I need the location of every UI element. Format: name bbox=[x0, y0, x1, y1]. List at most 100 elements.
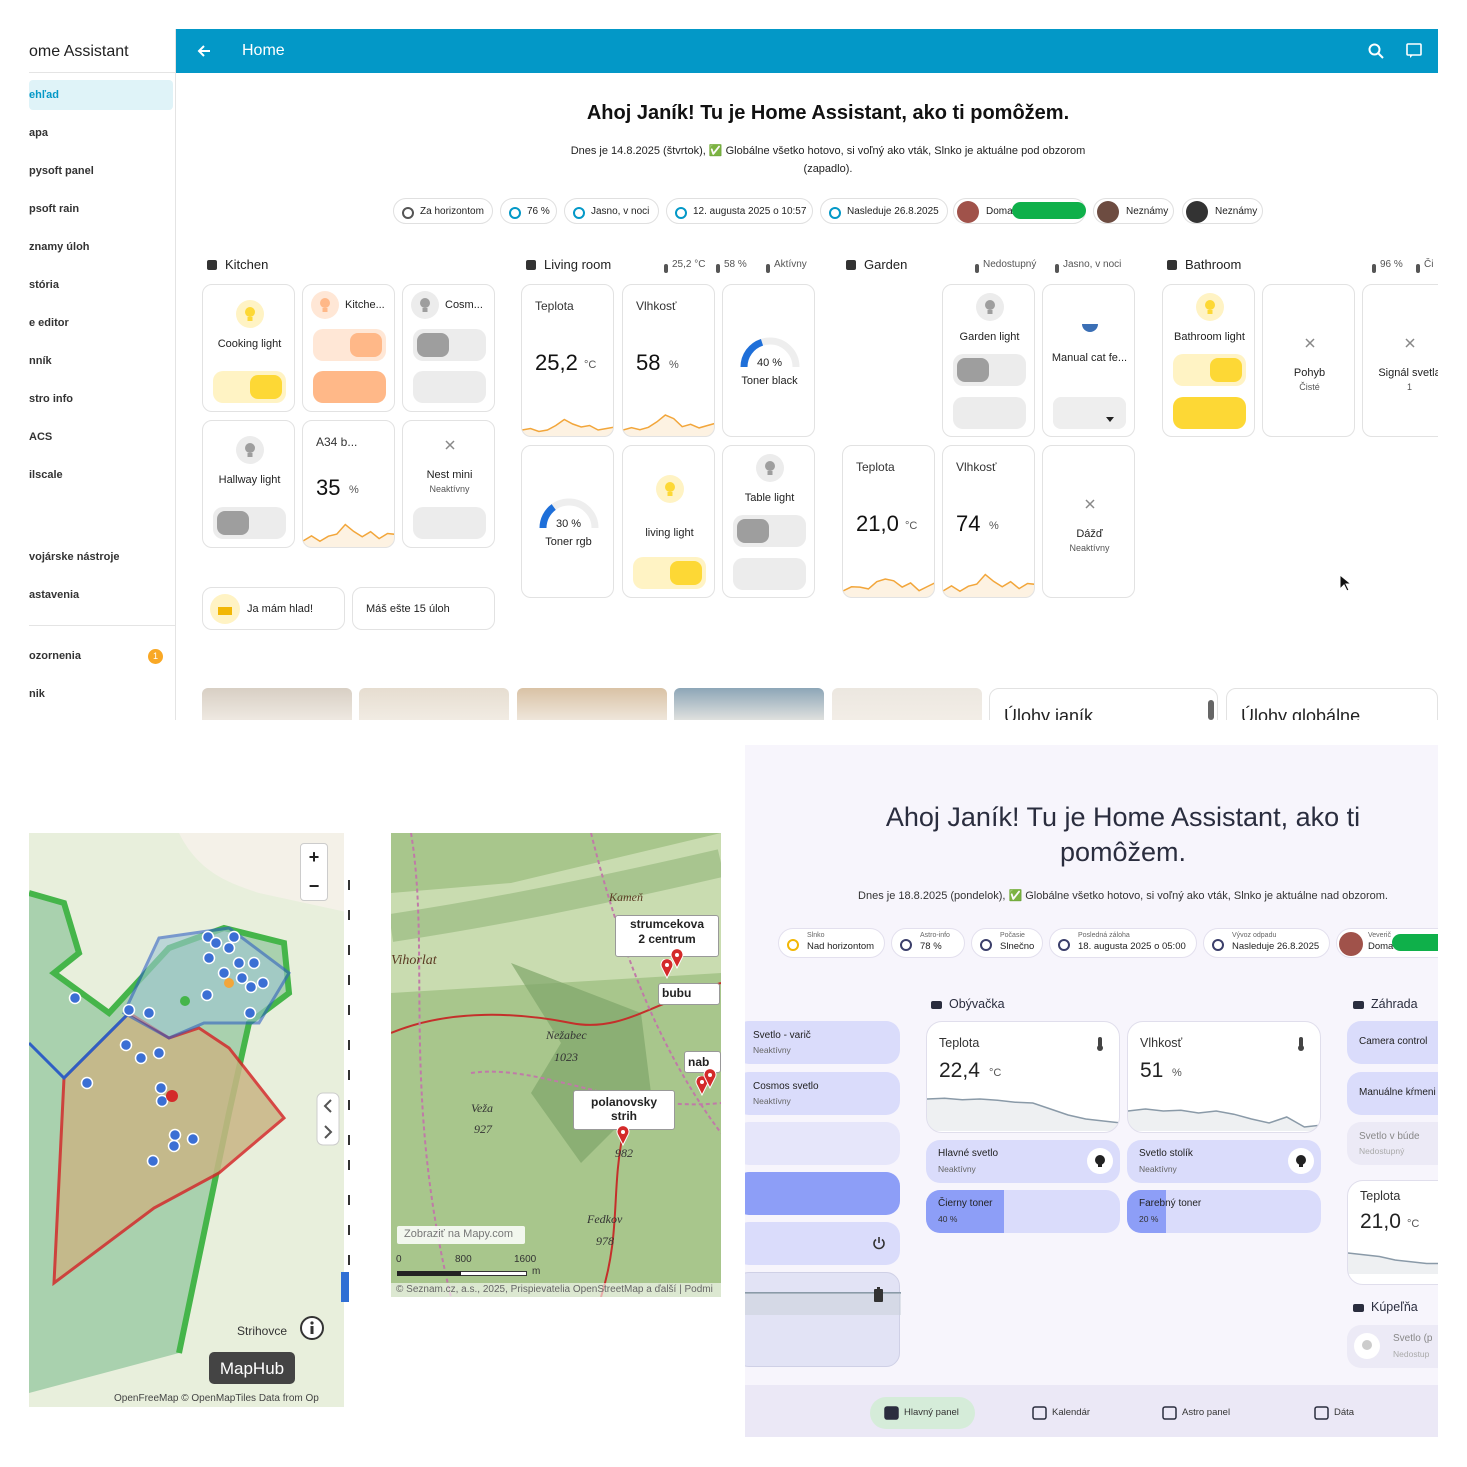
strip-tick bbox=[348, 1040, 350, 1050]
icon-graphic bbox=[655, 475, 684, 503]
nav-item[interactable]: Hlavný panel bbox=[904, 1407, 959, 1418]
nav-item[interactable]: Astro panel bbox=[1182, 1407, 1231, 1418]
icon-graphic bbox=[755, 454, 784, 482]
icon bbox=[1078, 492, 1102, 516]
chip-value: Nad horizontom bbox=[807, 941, 875, 952]
area-badge: 96 % bbox=[1380, 259, 1403, 270]
badge-icon bbox=[973, 260, 981, 273]
scale-label: 800 bbox=[455, 1254, 472, 1265]
toggle-knob bbox=[217, 511, 249, 535]
chip-icon bbox=[1186, 201, 1208, 223]
label-box bbox=[615, 915, 719, 957]
chip: Nasleduje 26.8.2025 bbox=[820, 198, 948, 224]
card: Kitche... bbox=[302, 284, 395, 412]
sparkline-graphic bbox=[843, 578, 934, 597]
sensor-icon-graphic bbox=[1097, 1037, 1103, 1051]
sidebar-item: ehľad bbox=[29, 89, 59, 101]
section-title: Záhrada bbox=[1371, 997, 1418, 1011]
map-place: Strihovce bbox=[237, 1324, 288, 1338]
toner-bar: Farebný toner 20 % bbox=[1127, 1190, 1321, 1233]
area-title: Bathroom bbox=[1185, 257, 1242, 272]
card: Cooking light bbox=[202, 284, 295, 412]
sidebar-item: ilscale bbox=[29, 469, 63, 481]
map-label: bubu bbox=[662, 986, 692, 1000]
map-label: Fedkov bbox=[587, 1212, 623, 1226]
sensor-name: Teplota bbox=[939, 1036, 980, 1050]
back-icon bbox=[196, 43, 212, 59]
sensor-unit: % bbox=[989, 520, 999, 532]
sparkline-graphic bbox=[303, 523, 394, 547]
tile bbox=[1347, 1122, 1438, 1165]
nav-icon bbox=[884, 1405, 899, 1420]
chip-value: 78 % bbox=[920, 941, 942, 952]
toggle-knob bbox=[737, 519, 769, 543]
chip-icon bbox=[1212, 938, 1224, 951]
sensor-icon bbox=[1296, 1037, 1306, 1051]
chip-icon-graphic bbox=[1186, 201, 1208, 223]
card-name: Garden light bbox=[959, 331, 1020, 343]
sparkline bbox=[927, 1091, 1119, 1131]
chip: Jasno, v noci bbox=[564, 198, 659, 224]
greeting-title: Ahoj Janík! Tu je Home Assistant, ako ti… bbox=[885, 802, 1361, 867]
chip-value: Doma bbox=[1368, 941, 1394, 952]
map-base-graphic bbox=[29, 833, 351, 1393]
tile-name: Svetlo (p bbox=[1393, 1333, 1433, 1344]
back-icon-graphic bbox=[197, 45, 210, 57]
toner-bar: Čierny toner 40 % bbox=[926, 1190, 1120, 1233]
tile-state: Neaktívny bbox=[938, 1164, 976, 1174]
zoom-control[interactable] bbox=[300, 843, 328, 901]
nav-icon-graphic bbox=[884, 1406, 899, 1420]
sensor-unit: °C bbox=[905, 520, 918, 532]
map-link-label: Zobraziť na Mapy.com bbox=[404, 1228, 514, 1240]
todo-title: Úlohy janík bbox=[1004, 706, 1094, 720]
gauge-arc bbox=[539, 504, 556, 529]
todo-card: Úlohy globálne bbox=[1226, 688, 1438, 720]
sensor-value: 22,4 bbox=[939, 1059, 980, 1082]
chip-icon-graphic bbox=[787, 939, 799, 951]
chip-icon bbox=[573, 206, 585, 219]
card-name: A34 b... bbox=[316, 435, 358, 449]
chip-label: Doma bbox=[986, 206, 1013, 217]
sidebar-item: znamy úloh bbox=[29, 241, 90, 253]
tile bbox=[1347, 1072, 1438, 1115]
sidebar-title: ome Assistant bbox=[29, 43, 129, 60]
nav-item[interactable]: Kalendár bbox=[1052, 1407, 1091, 1418]
card: Bathroom light bbox=[1162, 284, 1255, 437]
chip-caption: Veverič bbox=[1368, 932, 1391, 939]
sparkline bbox=[843, 567, 934, 597]
toggle-knob bbox=[417, 333, 449, 357]
button-card[interactable]: Máš ešte 15 úloh bbox=[352, 587, 495, 630]
room-photo bbox=[359, 688, 509, 720]
chip-icon-graphic bbox=[1097, 201, 1119, 223]
badge-icon-graphic bbox=[664, 264, 668, 273]
nav-item[interactable]: Dáta bbox=[1334, 1407, 1355, 1418]
button-card[interactable]: Ja mám hlad! bbox=[202, 587, 345, 630]
area-badge: Jasno, v noci bbox=[1063, 259, 1122, 270]
strip-tick bbox=[348, 1100, 350, 1110]
card: Table light bbox=[722, 445, 815, 598]
greeting-subtitle: Dnes je 18.8.2025 (pondelok), ✅ Globálne… bbox=[858, 890, 1388, 902]
scale-label: 1600 bbox=[514, 1254, 537, 1265]
nav-icon-graphic bbox=[1032, 1406, 1047, 1420]
card: Dážď Neaktívny bbox=[1042, 445, 1135, 598]
gauge-value: 30 % bbox=[555, 518, 582, 530]
map-label: 982 bbox=[615, 1146, 633, 1160]
strip-tick bbox=[348, 910, 350, 920]
tile-name: Cosmos svetlo bbox=[753, 1081, 819, 1092]
icon-graphic bbox=[1404, 338, 1415, 348]
slider bbox=[1173, 397, 1246, 429]
chip-icon-graphic bbox=[675, 207, 687, 219]
assist-icon bbox=[1406, 43, 1422, 59]
chip-icon-graphic bbox=[1339, 932, 1363, 956]
nav-icon bbox=[1032, 1405, 1047, 1420]
map-hub: + − Strihovce MapHub OpenFreeMap © OpenMapTi… bbox=[29, 833, 351, 1407]
chip-icon-graphic bbox=[829, 207, 841, 219]
chip: Počasie Slnečno bbox=[971, 928, 1043, 958]
tile bbox=[745, 1021, 900, 1064]
card: Vlhkosť 74% bbox=[942, 445, 1035, 598]
nav-icon-graphic bbox=[1162, 1406, 1177, 1420]
strip-tick bbox=[348, 1225, 350, 1235]
attribution: OpenFreeMap © OpenMapTiles Data from Op bbox=[114, 1393, 319, 1404]
icon bbox=[1080, 318, 1100, 334]
card: Teplota 21,0 °C bbox=[842, 445, 935, 598]
